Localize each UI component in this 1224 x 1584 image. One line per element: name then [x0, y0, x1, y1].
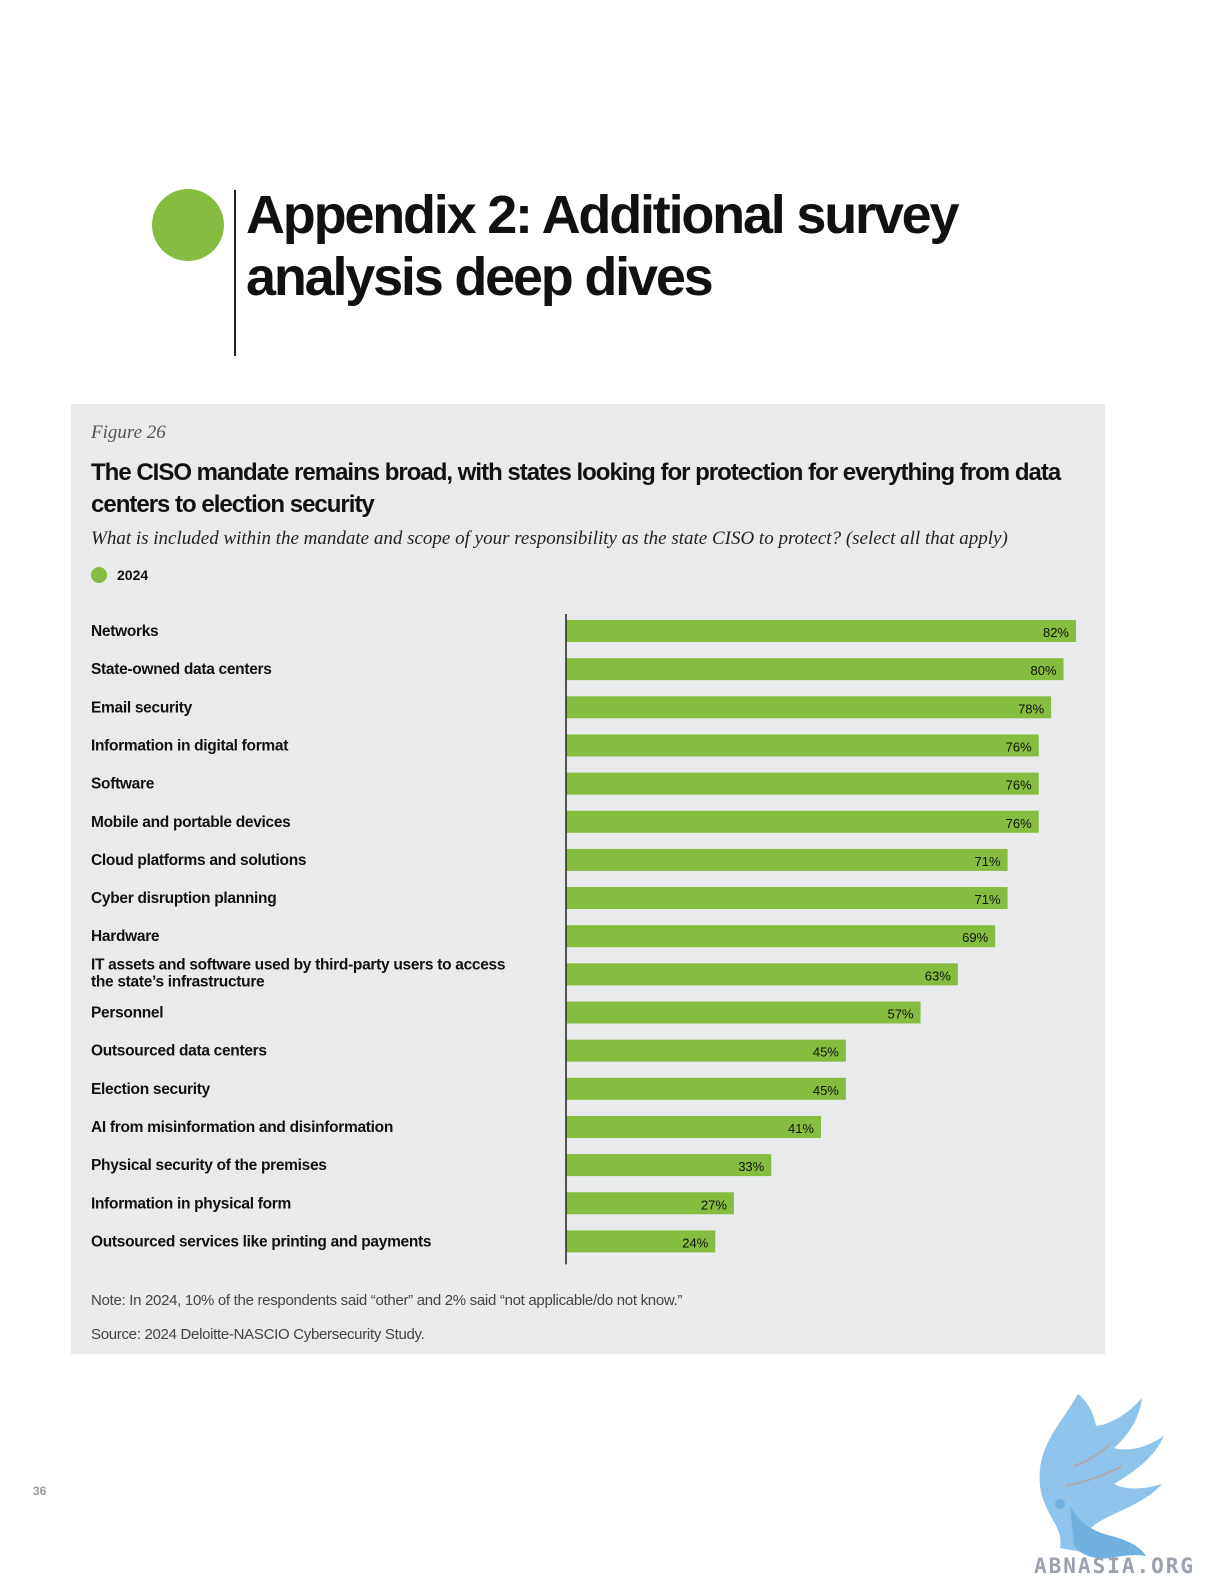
- legend-swatch-2024: [91, 567, 107, 583]
- value-label-4: 76%: [1006, 778, 1032, 793]
- bar-3: [566, 734, 1039, 757]
- value-label-10: 57%: [887, 1007, 913, 1022]
- bar-16: [566, 1230, 716, 1253]
- category-label-16: Outsourced services like printing and pa…: [91, 1233, 431, 1250]
- value-label-14: 33%: [738, 1159, 764, 1174]
- value-label-8: 69%: [962, 930, 988, 945]
- bar-0: [566, 620, 1076, 642]
- figure-label: Figure 26: [91, 422, 166, 443]
- value-label-15: 27%: [701, 1197, 727, 1212]
- value-label-2: 78%: [1018, 701, 1044, 716]
- bar-11: [566, 1039, 846, 1062]
- value-label-5: 76%: [1006, 816, 1032, 831]
- category-label-3: Information in digital format: [91, 737, 288, 754]
- figure-panel: Figure 26 The CISO mandate remains broad…: [71, 404, 1105, 1354]
- category-label-10: Personnel: [91, 1005, 163, 1022]
- bar-4: [566, 772, 1039, 795]
- value-label-16: 24%: [682, 1235, 708, 1250]
- value-label-11: 45%: [813, 1045, 839, 1060]
- bar-1: [566, 658, 1064, 681]
- bar-6: [566, 848, 1008, 871]
- griffin-logo: ABNASIA.ORG: [1034, 1394, 1195, 1576]
- category-label-9: IT assets and software used by third-par…: [91, 956, 505, 990]
- title-divider: [234, 190, 236, 356]
- page-number: 36: [33, 1484, 47, 1498]
- category-label-12: Election security: [91, 1081, 211, 1098]
- legend-label-2024: 2024: [117, 567, 149, 583]
- value-label-1: 80%: [1031, 663, 1057, 678]
- bar-2: [566, 696, 1052, 719]
- category-label-4: Software: [91, 776, 155, 793]
- category-label-13: AI from misinformation and disinformatio…: [91, 1119, 393, 1136]
- category-label-9-line-1: the state’s infrastructure: [91, 973, 265, 990]
- category-label-6: Cloud platforms and solutions: [91, 852, 306, 869]
- bar-9: [566, 963, 958, 986]
- value-label-3: 76%: [1006, 739, 1032, 754]
- value-label-7: 71%: [975, 892, 1001, 907]
- bar-12: [566, 1077, 846, 1100]
- value-label-6: 71%: [975, 854, 1001, 869]
- watermark-text: ABNASIA.ORG: [1034, 1554, 1195, 1576]
- figure-note: Note: In 2024, 10% of the respondents sa…: [91, 1292, 683, 1309]
- page-title-line-1: Appendix 2: Additional survey: [246, 185, 960, 245]
- bar-7: [566, 887, 1008, 910]
- chart-legend: 2024: [91, 567, 148, 583]
- chart-title: The CISO mandate remains broad, with sta…: [91, 459, 1061, 518]
- bar-10: [566, 1001, 921, 1024]
- value-label-12: 45%: [813, 1083, 839, 1098]
- page-title: Appendix 2: Additional survey analysis d…: [246, 184, 960, 308]
- value-label-0: 82%: [1043, 625, 1069, 640]
- bar-14: [566, 1154, 772, 1177]
- category-label-8: Hardware: [91, 928, 160, 945]
- category-label-1: State-owned data centers: [91, 661, 272, 678]
- value-label-13: 41%: [788, 1121, 814, 1136]
- bar-13: [566, 1115, 821, 1138]
- category-label-14: Physical security of the premises: [91, 1157, 327, 1174]
- category-label-5: Mobile and portable devices: [91, 814, 290, 831]
- category-label-15: Information in physical form: [91, 1195, 291, 1212]
- category-label-2: Email security: [91, 699, 193, 716]
- value-label-9: 63%: [925, 968, 951, 983]
- figure-source: Source: 2024 Deloitte-NASCIO Cybersecuri…: [91, 1326, 425, 1343]
- category-label-9-line-0: IT assets and software used by third-par…: [91, 956, 505, 973]
- category-label-11: Outsourced data centers: [91, 1043, 267, 1060]
- page-title-line-2: analysis deep dives: [246, 247, 714, 307]
- chart-subtitle: What is included within the mandate and …: [91, 528, 1008, 549]
- bar-5: [566, 810, 1039, 833]
- bar-8: [566, 925, 996, 948]
- title-accent-dot: [152, 189, 224, 261]
- bar-15: [566, 1192, 734, 1215]
- category-label-7: Cyber disruption planning: [91, 890, 276, 907]
- category-label-0: Networks: [91, 623, 158, 640]
- bar-chart: 82% Networks 80% State-owned data centers 78…: [91, 614, 1076, 1265]
